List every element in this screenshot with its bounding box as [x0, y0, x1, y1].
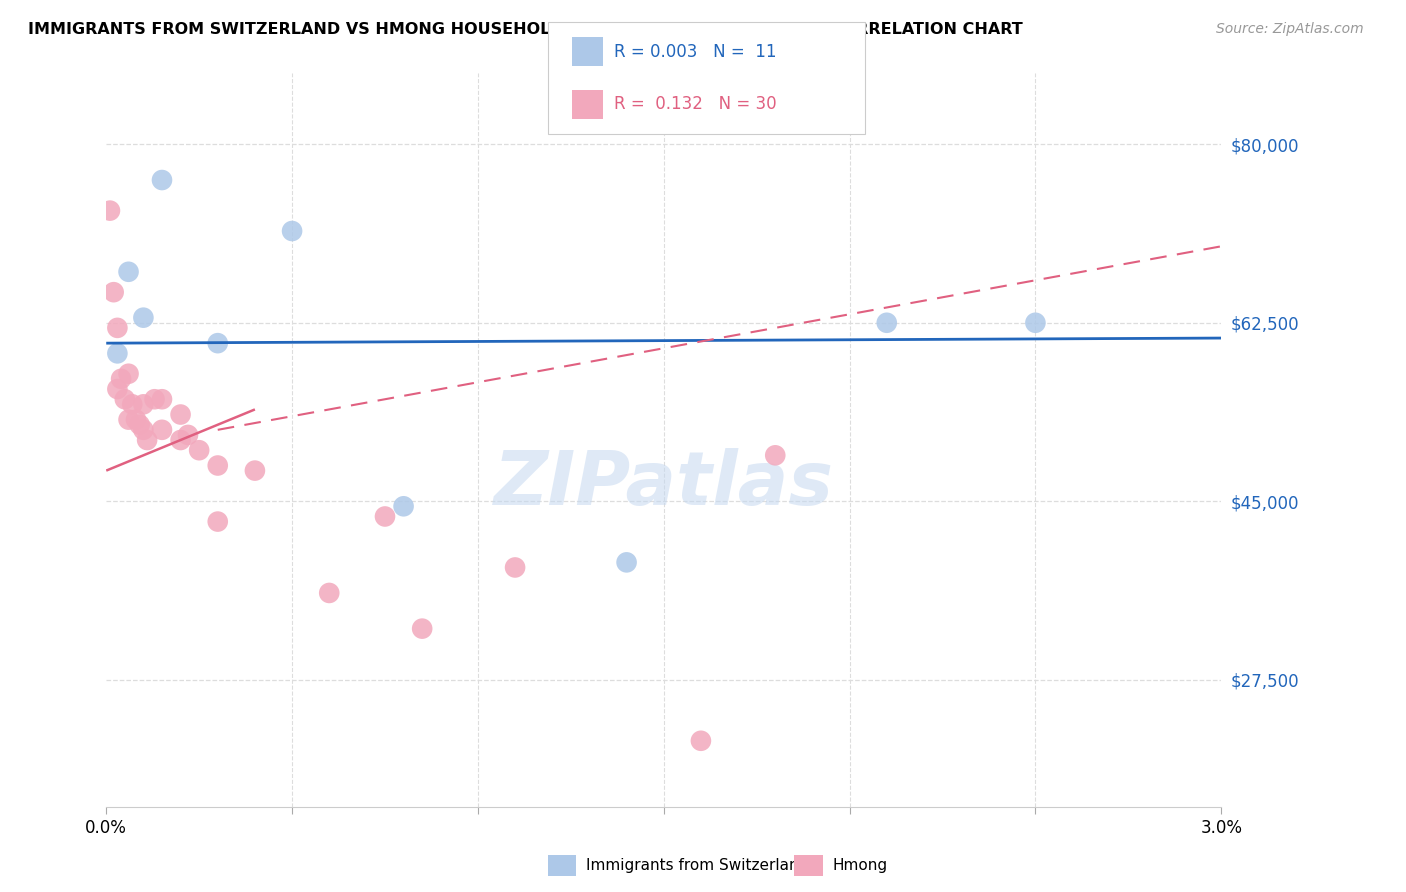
Point: [105, 321, 128, 335]
Text: IMMIGRANTS FROM SWITZERLAND VS HMONG HOUSEHOLDER INCOME UNDER 25 YEARS CORRELATI: IMMIGRANTS FROM SWITZERLAND VS HMONG HOU…: [28, 22, 1024, 37]
Point: [105, 346, 128, 360]
Text: Hmong: Hmong: [832, 858, 887, 872]
Point: [207, 515, 229, 529]
Point: [103, 285, 125, 300]
Point: [117, 367, 139, 381]
Point: [125, 412, 148, 426]
Point: [143, 392, 166, 407]
Point: [1024, 316, 1046, 330]
Point: [243, 464, 266, 478]
Point: [117, 412, 139, 426]
Point: [110, 372, 132, 386]
Point: [132, 423, 155, 437]
Point: [121, 397, 143, 411]
Point: [169, 408, 191, 422]
Text: Immigrants from Switzerland: Immigrants from Switzerland: [586, 858, 808, 872]
Point: [169, 433, 191, 447]
Text: ZIPatlas: ZIPatlas: [494, 448, 834, 521]
Point: [98, 203, 121, 218]
Point: [150, 173, 173, 187]
Point: [114, 392, 136, 407]
Point: [318, 586, 340, 600]
Point: [763, 448, 786, 462]
Point: [392, 500, 415, 514]
Point: [150, 423, 173, 437]
Point: [281, 224, 304, 238]
Text: R =  0.132   N = 30: R = 0.132 N = 30: [614, 95, 778, 113]
Point: [132, 397, 155, 411]
Point: [132, 310, 155, 325]
Text: R = 0.003   N =  11: R = 0.003 N = 11: [614, 43, 778, 61]
Point: [207, 458, 229, 473]
Point: [616, 555, 638, 569]
Point: [207, 336, 229, 351]
Point: [105, 382, 128, 396]
Point: [150, 392, 173, 407]
Point: [876, 316, 898, 330]
Point: [503, 560, 526, 574]
Point: [690, 733, 713, 747]
Point: [136, 433, 159, 447]
Point: [177, 428, 200, 442]
Point: [411, 622, 433, 636]
Point: [188, 443, 211, 458]
Text: Source: ZipAtlas.com: Source: ZipAtlas.com: [1216, 22, 1364, 37]
Point: [374, 509, 396, 524]
Point: [117, 265, 139, 279]
Point: [128, 417, 150, 432]
